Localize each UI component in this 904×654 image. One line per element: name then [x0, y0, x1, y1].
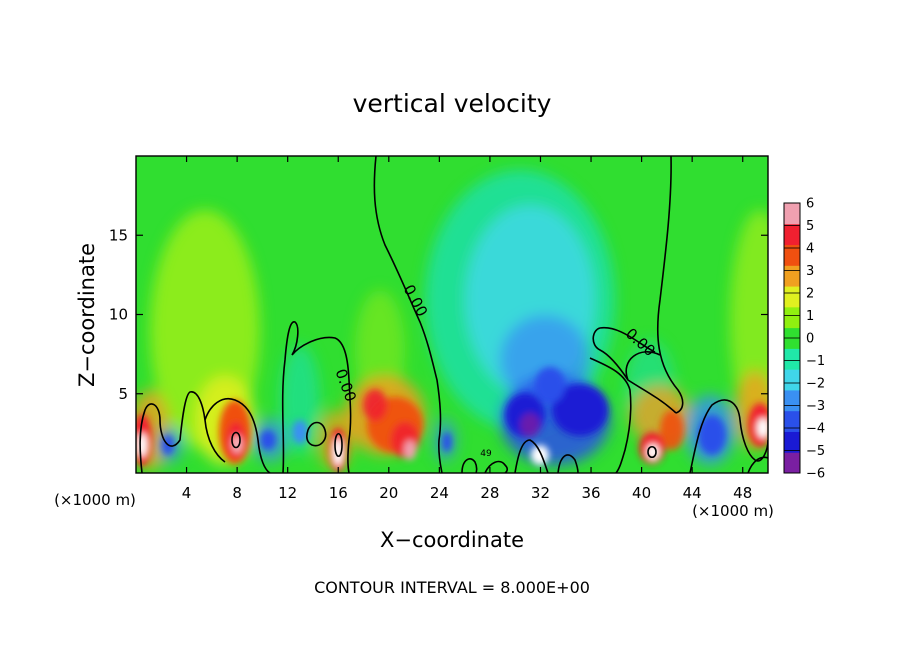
contour-line [281, 321, 352, 473]
colorbar-segment [784, 452, 800, 474]
contour-line [647, 445, 657, 459]
colorbar-segment [784, 244, 800, 266]
x-tick-label: 16 [329, 484, 348, 502]
contour-line [373, 156, 443, 473]
colorbar-segment [784, 265, 800, 287]
x-tick-label: 40 [632, 484, 651, 502]
colorbar-tick-label: 6 [806, 197, 814, 212]
colorbar-segment [784, 286, 800, 308]
y-axis: 5 10 15 [109, 226, 768, 403]
colorbar-tick-label: 1 [806, 309, 814, 324]
x-unit-left: (×1000 m) [54, 491, 136, 509]
y-tick-label: 15 [109, 226, 128, 244]
colorbar-tick-label: 5 [806, 219, 814, 234]
y-tick-label: 10 [109, 306, 128, 324]
contour-line [514, 439, 579, 473]
contour-line [747, 456, 768, 473]
colorbar-segment [784, 348, 800, 370]
colorbar-tick-label: −5 [806, 444, 825, 459]
x-axis-label: X−coordinate [380, 528, 524, 552]
colorbar-segment [784, 306, 800, 329]
contour-line [306, 421, 327, 447]
y-axis-label: Z−coordinate [75, 243, 99, 387]
colorbar-tick-label: −4 [806, 422, 825, 437]
contour-line [589, 357, 632, 473]
x-tick-label: 8 [232, 484, 242, 502]
x-unit-right: (×1000 m) [692, 502, 774, 520]
colorbar-tick-label: −2 [806, 377, 825, 392]
colorbar-tick-label: −3 [806, 399, 825, 414]
colorbar-tick-label: −1 [806, 354, 825, 369]
colorbar-tick-label: 4 [806, 242, 814, 257]
colorbar-segment [784, 431, 800, 453]
colorbar-segment [784, 389, 800, 412]
contour-line [231, 431, 241, 449]
colorbar-segment [784, 369, 800, 391]
colorbar: −6 −5 −4 −3 −2 −1 0 1 2 3 4 5 6 [783, 197, 825, 482]
x-tick-label: 12 [278, 484, 297, 502]
contour-line [461, 458, 508, 473]
contour-interval-note: CONTOUR INTERVAL = 8.000E+00 [314, 578, 590, 597]
x-tick-label: 36 [581, 484, 600, 502]
x-tick-label: 48 [733, 484, 752, 502]
x-tick-label: 28 [480, 484, 499, 502]
contour-line [204, 398, 271, 473]
contour-line [656, 156, 684, 414]
x-tick-label: 20 [379, 484, 398, 502]
colorbar-segment [784, 203, 800, 225]
colorbar-tick-label: 0 [806, 332, 814, 347]
chart-title: vertical velocity [353, 89, 552, 118]
colorbar-tick-label: 2 [806, 287, 814, 302]
colorbar-tick-label: 3 [806, 264, 814, 279]
x-tick-label: 4 [182, 484, 192, 502]
x-tick-label: 44 [683, 484, 702, 502]
stray-contour-label: 49 [480, 449, 492, 459]
plot-area: 0.00 0.00 0.00 49 [136, 156, 768, 473]
x-tick-label: 32 [531, 484, 550, 502]
contour-line [689, 399, 768, 473]
colorbar-tick-label: −6 [806, 467, 825, 482]
y-tick-label: 5 [118, 385, 128, 403]
contour-line [334, 432, 343, 458]
colorbar-segment [784, 410, 800, 432]
x-axis: 4 8 12 16 20 24 28 32 36 40 44 48 [182, 156, 752, 502]
x-tick-label: 24 [430, 484, 449, 502]
zero-contours [139, 156, 768, 473]
contour-line [592, 327, 677, 414]
colorbar-segment [784, 223, 800, 246]
